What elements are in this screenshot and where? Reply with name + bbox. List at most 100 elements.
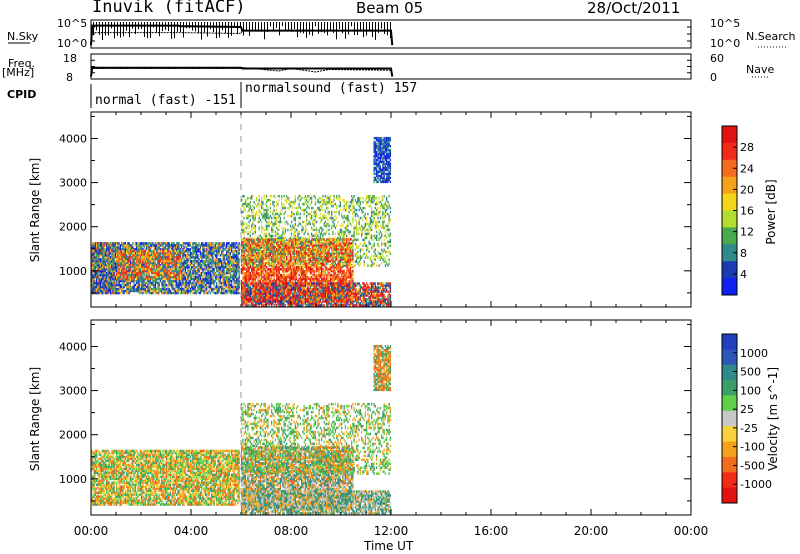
power-cell [182,248,184,251]
power-cell [91,254,93,257]
power-cell [149,242,152,245]
power-cell [126,283,128,287]
power-cell [94,273,97,277]
power-cell [113,263,115,267]
power-cell [216,273,218,277]
power-cell [287,258,289,261]
power-cell [207,291,209,295]
power-cell [94,263,97,267]
power-cell [104,277,107,281]
power-cell [97,260,99,263]
power-cell [131,252,133,255]
power-cell [98,277,100,281]
power-cell [274,279,277,283]
power-cell [267,238,269,241]
power-cell [111,258,113,261]
power-cell [91,271,93,275]
power-cell [143,253,145,257]
power-cell [189,248,192,251]
power-cell [101,285,103,289]
power-cell [127,244,129,247]
power-cell [103,244,105,247]
power-cell [228,246,230,249]
power-cell [113,277,115,281]
power-cell [134,262,137,265]
power-cell [214,254,217,257]
power-cell [222,242,224,245]
power-cell [156,242,158,245]
power-cell [109,271,112,275]
power-cell [182,262,184,265]
power-cell [213,260,215,263]
power-cell [188,254,190,257]
power-cell [112,277,114,281]
power-cell [104,260,107,263]
power-cell [142,283,144,287]
power-cell [104,258,107,261]
power-cell [157,291,159,295]
power-cell [104,244,107,247]
power-cell [169,289,172,293]
power-cell [127,283,129,287]
power-cell [144,257,147,261]
power-cell [97,252,99,255]
power-cell [104,285,107,289]
power-cell [128,246,130,249]
power-cell [92,279,94,283]
power-cell [223,287,225,291]
power-cell [158,285,160,289]
power-cell [144,244,147,247]
power-cell [106,254,108,257]
power-cell [109,285,112,289]
power-cell [138,267,140,271]
power-cell [112,281,114,285]
power-cell [118,285,120,289]
power-cell [149,249,152,253]
power-cell [131,249,133,253]
power-cell [188,289,190,293]
power-cell [181,251,183,255]
power-cell [158,262,160,265]
power-cell [129,281,132,285]
power-cell [98,254,100,257]
power-cell [126,285,128,289]
power-cell [109,275,112,279]
power-cell [154,285,157,289]
power-cell [112,271,114,275]
power-cell [136,289,138,293]
power-cell [187,281,189,285]
power-cell [117,242,119,245]
power-cell [91,246,93,249]
power-cell [132,271,134,275]
power-cell [229,283,232,287]
power-cell [163,269,165,273]
power-cell [152,277,154,281]
power-cell [254,269,257,273]
power-cell [178,269,180,273]
power-cell [109,250,112,253]
power-cell [138,242,140,245]
power-cell [143,279,145,283]
power-cell [149,244,152,247]
power-cell [158,289,160,293]
power-cell [219,265,222,269]
power-cell [96,242,98,245]
power-cell [158,252,160,255]
power-cell [124,251,127,255]
power-cell [93,283,95,287]
power-cell [162,269,164,273]
power-cell [111,260,113,263]
power-cell [106,256,108,259]
power-cell [226,242,228,245]
power-cell [157,252,159,255]
power-cell [131,244,133,247]
power-cell [177,242,179,245]
power-cell [149,267,152,271]
power-cell [166,287,168,291]
power-cell [156,281,158,285]
power-cell [108,281,110,285]
power-cell [112,256,114,259]
power-cell [127,248,129,251]
power-cell [151,252,153,255]
power-cell [191,265,193,269]
